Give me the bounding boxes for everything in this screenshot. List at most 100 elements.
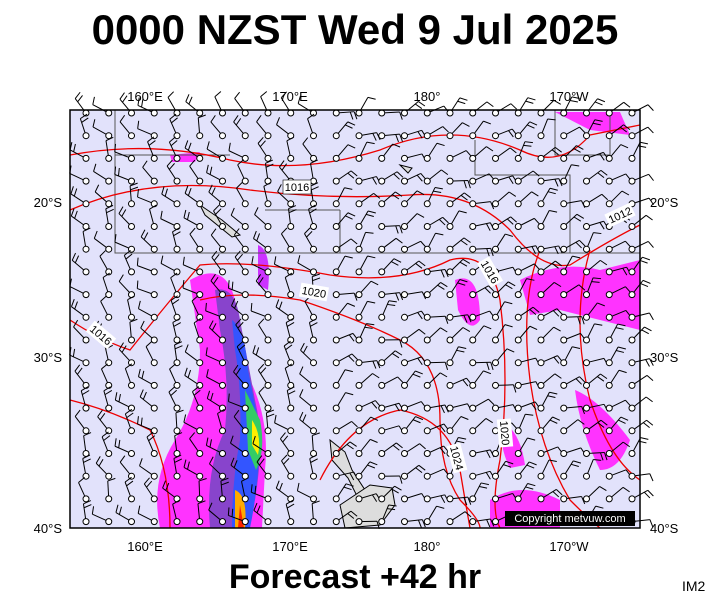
wind-barb bbox=[625, 399, 632, 407]
bottom-label: 170°E bbox=[272, 539, 308, 554]
wind-barb bbox=[423, 291, 431, 299]
wind-barb bbox=[208, 184, 213, 193]
wind-barb bbox=[401, 336, 408, 344]
wind-barb bbox=[277, 184, 282, 192]
wind-barb bbox=[401, 495, 408, 503]
wind-barb bbox=[219, 359, 226, 367]
wind-barb bbox=[560, 223, 568, 230]
wind-barb bbox=[401, 154, 408, 162]
wind-barb bbox=[137, 368, 141, 377]
wind-barb bbox=[215, 208, 222, 215]
wind-barb bbox=[469, 291, 477, 299]
wind-barb bbox=[332, 404, 340, 412]
wind-barb bbox=[285, 499, 294, 505]
copyright-box bbox=[505, 511, 635, 526]
wind-barb bbox=[234, 250, 241, 258]
wind-barb bbox=[263, 181, 272, 187]
wind-barb bbox=[219, 132, 226, 140]
wind-barb bbox=[285, 318, 294, 324]
wind-barb bbox=[583, 200, 590, 208]
wind-barb bbox=[645, 396, 653, 403]
wind-barb bbox=[573, 460, 582, 464]
wind-barb bbox=[343, 486, 352, 491]
wind-barb bbox=[170, 295, 178, 301]
wind-barb bbox=[555, 260, 563, 267]
wind-barb bbox=[628, 109, 636, 117]
wind-barb bbox=[76, 367, 83, 375]
wind-barb bbox=[347, 513, 355, 519]
wind-barb bbox=[97, 409, 103, 417]
wind-barb bbox=[555, 489, 563, 496]
wind-barb bbox=[605, 132, 613, 140]
wind-barb bbox=[355, 200, 363, 208]
wind-barb bbox=[621, 190, 630, 196]
wind-barb bbox=[187, 142, 192, 151]
wind-barb bbox=[458, 346, 467, 349]
wind-barb bbox=[639, 259, 648, 264]
wind-barb bbox=[196, 336, 204, 344]
wind-barb bbox=[605, 336, 613, 344]
wind-barb bbox=[529, 461, 537, 466]
wind-barb bbox=[73, 143, 76, 152]
wind-barb bbox=[173, 322, 181, 327]
wind-barb bbox=[255, 347, 260, 356]
wind-barb bbox=[492, 223, 499, 230]
wind-barb bbox=[353, 292, 358, 301]
wind-barb bbox=[114, 438, 117, 447]
wind-barb bbox=[462, 379, 469, 387]
wind-barb bbox=[241, 359, 249, 367]
wind-barb bbox=[236, 182, 243, 189]
wind-barb bbox=[310, 154, 317, 162]
wind-barb bbox=[560, 381, 568, 389]
wind-barb bbox=[124, 476, 132, 483]
wind-barb bbox=[83, 500, 91, 505]
wind-barb bbox=[355, 404, 363, 412]
wind-barb bbox=[560, 359, 568, 367]
wind-barb bbox=[310, 458, 318, 463]
wind-barb bbox=[469, 154, 477, 162]
wind-barb bbox=[446, 313, 454, 321]
wind-barb bbox=[583, 109, 590, 117]
wind-barb bbox=[600, 373, 608, 380]
wind-barb bbox=[583, 359, 590, 367]
wind-barb bbox=[93, 163, 97, 172]
wind-barb bbox=[571, 164, 580, 167]
wind-barb bbox=[233, 409, 240, 417]
wind-barb bbox=[167, 91, 174, 98]
wind-barb bbox=[264, 109, 272, 117]
wind-barb bbox=[347, 121, 356, 126]
wind-barb bbox=[469, 381, 477, 389]
wind-barb bbox=[433, 190, 442, 194]
wind-barb bbox=[490, 201, 495, 210]
wind-barb bbox=[126, 480, 134, 487]
wind-barb bbox=[174, 341, 183, 346]
wind-barb bbox=[524, 141, 533, 144]
wind-barb bbox=[458, 437, 467, 440]
wind-barb bbox=[401, 268, 408, 276]
wind-barb bbox=[186, 211, 190, 220]
wind-barb bbox=[446, 132, 454, 140]
wind-barb bbox=[302, 414, 307, 423]
wind-barb bbox=[128, 518, 135, 526]
wind-barb bbox=[446, 268, 454, 276]
wind-barb bbox=[150, 381, 158, 389]
wind-barb bbox=[440, 327, 448, 333]
wind-barb bbox=[367, 464, 376, 469]
wind-barb bbox=[173, 223, 181, 230]
wind-barb bbox=[649, 312, 654, 321]
wind-barb bbox=[418, 328, 426, 335]
wind-barb bbox=[367, 255, 376, 259]
wind-barb bbox=[537, 154, 545, 162]
wind-barb bbox=[310, 404, 317, 412]
wind-barb bbox=[142, 160, 148, 168]
wind-barb bbox=[259, 140, 266, 148]
wind-barb bbox=[647, 104, 654, 111]
wind-barb bbox=[148, 435, 156, 442]
wind-barb bbox=[284, 363, 293, 369]
wind-barb bbox=[597, 376, 605, 382]
wind-barb bbox=[395, 225, 399, 234]
wind-barb bbox=[136, 280, 139, 289]
wind-barb bbox=[173, 245, 181, 253]
wind-barb bbox=[597, 98, 606, 103]
wind-barb bbox=[378, 336, 386, 344]
